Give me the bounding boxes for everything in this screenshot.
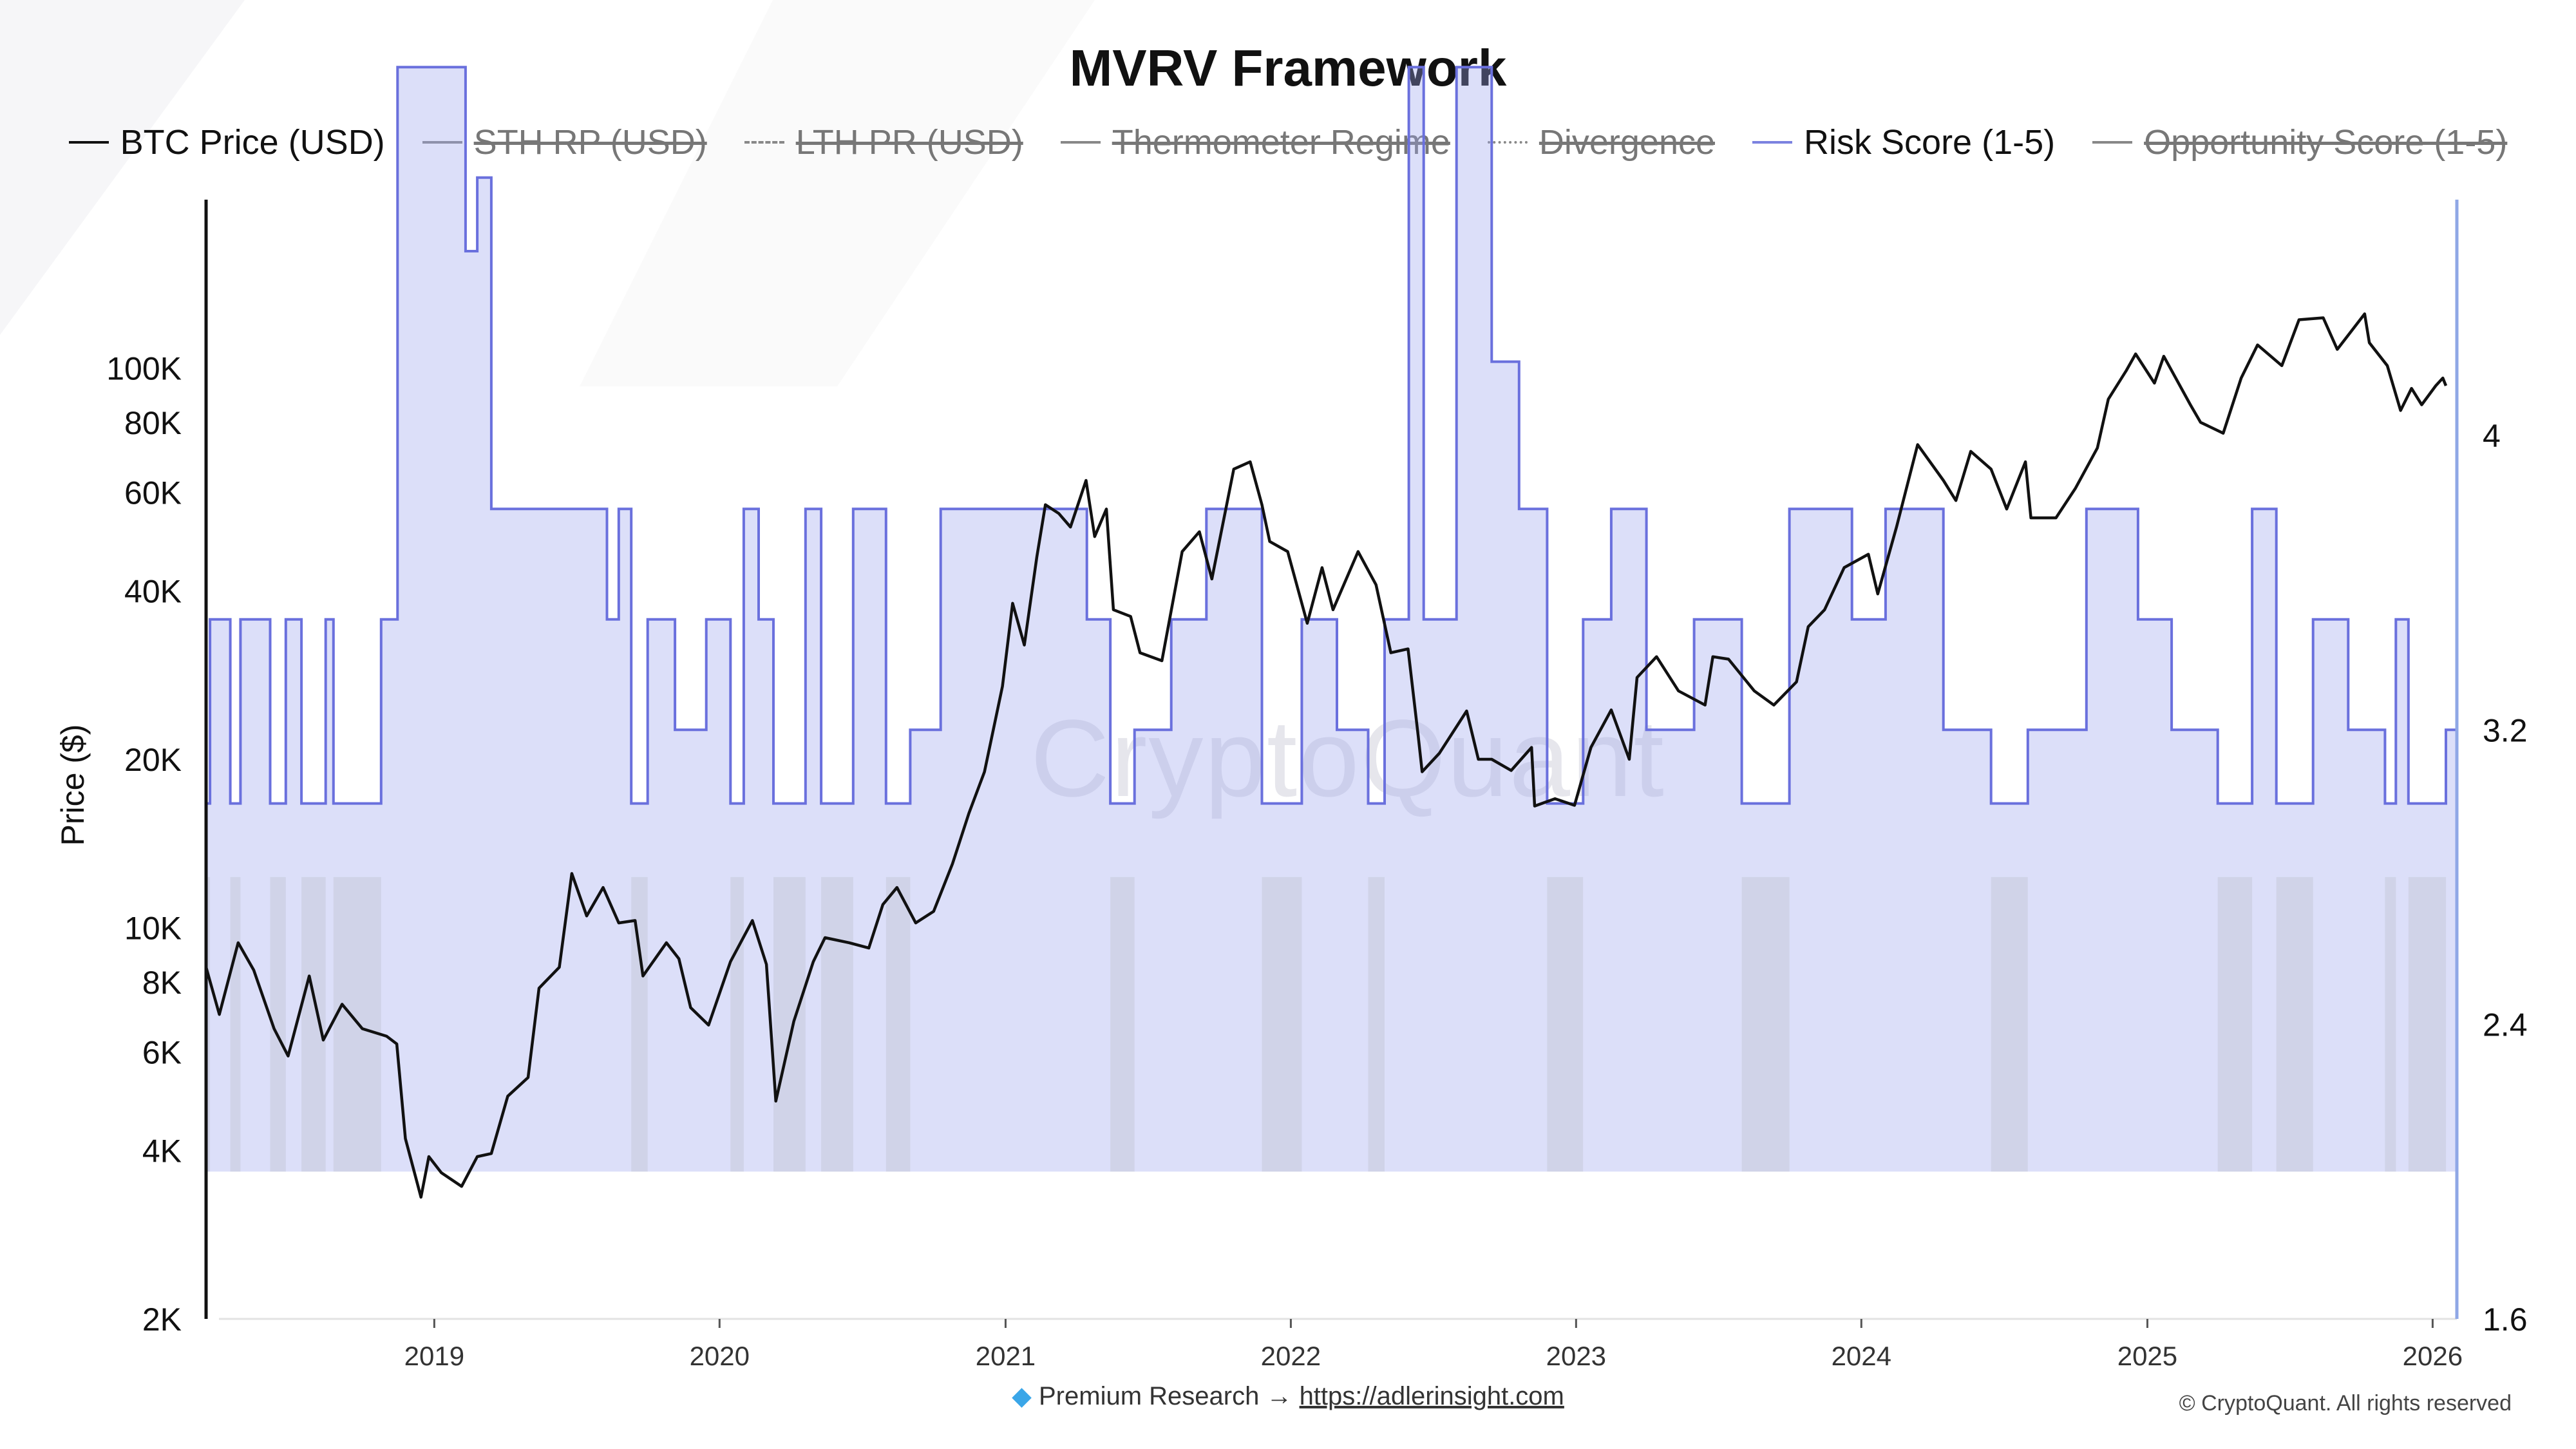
- chart-title: MVRV Framework: [1069, 39, 1507, 97]
- opportunity-band: [2217, 876, 2253, 1172]
- y2-tick-label: 2.4: [2483, 1007, 2528, 1043]
- legend-item[interactable]: STH RP (USD): [422, 122, 707, 162]
- y-tick-label: 80K: [124, 405, 182, 441]
- legend-swatch: [1060, 141, 1101, 144]
- x-tick-label: 2024: [1832, 1341, 1891, 1371]
- risk-score-fill: [206, 67, 2457, 1172]
- y2-tick-label: 4: [2483, 418, 2501, 454]
- x-tick-label: 2021: [976, 1341, 1036, 1371]
- opportunity-band: [2276, 876, 2313, 1172]
- opportunity-band: [1262, 876, 1302, 1172]
- x-tick-label: 2022: [1261, 1341, 1321, 1371]
- opportunity-band: [1741, 876, 1790, 1172]
- opportunity-band: [1368, 876, 1385, 1172]
- premium-text: Premium Research →: [1039, 1382, 1293, 1410]
- legend-swatch: [68, 141, 109, 144]
- legend-item[interactable]: BTC Price (USD): [68, 122, 385, 162]
- legend-swatch: [1487, 141, 1528, 144]
- opportunity-band: [631, 876, 648, 1172]
- legend-swatch: [422, 141, 462, 144]
- legend-label: LTH PR (USD): [795, 123, 1023, 162]
- y-tick-label: 6K: [142, 1034, 182, 1070]
- y-tick-label: 20K: [124, 742, 182, 778]
- legend-swatch: [1752, 141, 1793, 144]
- diamond-icon: ◆: [1012, 1382, 1032, 1410]
- y-tick-label: 10K: [124, 911, 182, 947]
- legend-label: Risk Score (1-5): [1804, 123, 2056, 162]
- opportunity-band: [2408, 876, 2447, 1172]
- opportunity-band: [730, 876, 744, 1172]
- chart-legend: BTC Price (USD) STH RP (USD) LTH PR (USD) T…: [0, 122, 2576, 162]
- opportunity-band: [230, 876, 241, 1172]
- opportunity-band: [1547, 876, 1584, 1172]
- x-tick-label: 2025: [2117, 1341, 2177, 1371]
- legend-swatch: [2092, 141, 2133, 144]
- x-tick-label: 2019: [404, 1341, 464, 1371]
- x-tick-label: 2020: [690, 1341, 750, 1371]
- risk-score-line: [206, 66, 2457, 805]
- y2-tick-label: 1.6: [2483, 1302, 2528, 1338]
- y-tick-label: 4K: [142, 1133, 182, 1169]
- y-tick-label: 60K: [124, 475, 182, 511]
- footer-premium: ◆ Premium Research → https://adlerinsigh…: [0, 1381, 2576, 1411]
- y2-tick-label: 3.2: [2483, 712, 2528, 748]
- legend-item[interactable]: Risk Score (1-5): [1752, 122, 2055, 162]
- opportunity-band: [886, 876, 911, 1172]
- opportunity-band: [206, 876, 211, 1172]
- opportunity-band: [301, 876, 326, 1172]
- opportunity-band: [1110, 876, 1135, 1172]
- btc-price-line: [204, 312, 2448, 1199]
- x-tick-label: 2026: [2403, 1341, 2463, 1371]
- legend-label: Thermometer Regime: [1112, 123, 1450, 162]
- legend-label: STH RP (USD): [473, 123, 707, 162]
- opportunity-band: [1991, 876, 2028, 1172]
- y-tick-label: 8K: [142, 965, 182, 1001]
- legend-item[interactable]: Divergence: [1487, 122, 1716, 162]
- premium-link[interactable]: https://adlerinsight.com: [1299, 1382, 1564, 1410]
- y-tick-label: 2K: [142, 1302, 182, 1338]
- legend-label: Divergence: [1539, 123, 1716, 162]
- legend-item[interactable]: LTH PR (USD): [744, 122, 1023, 162]
- legend-item[interactable]: Opportunity Score (1-5): [2092, 122, 2507, 162]
- opportunity-band: [821, 876, 853, 1172]
- y-axis-label: Price ($): [55, 724, 91, 846]
- legend-swatch: [744, 141, 784, 144]
- copyright-text: © CryptoQuant. All rights reserved: [2179, 1391, 2512, 1416]
- legend-item[interactable]: Thermometer Regime: [1060, 122, 1450, 162]
- opportunity-band: [773, 876, 806, 1172]
- legend-label: BTC Price (USD): [120, 123, 385, 162]
- y-tick-label: 100K: [106, 351, 182, 387]
- y-tick-label: 40K: [124, 573, 182, 609]
- x-tick-label: 2023: [1546, 1341, 1606, 1371]
- opportunity-band: [2385, 876, 2396, 1172]
- legend-label: Opportunity Score (1-5): [2144, 123, 2508, 162]
